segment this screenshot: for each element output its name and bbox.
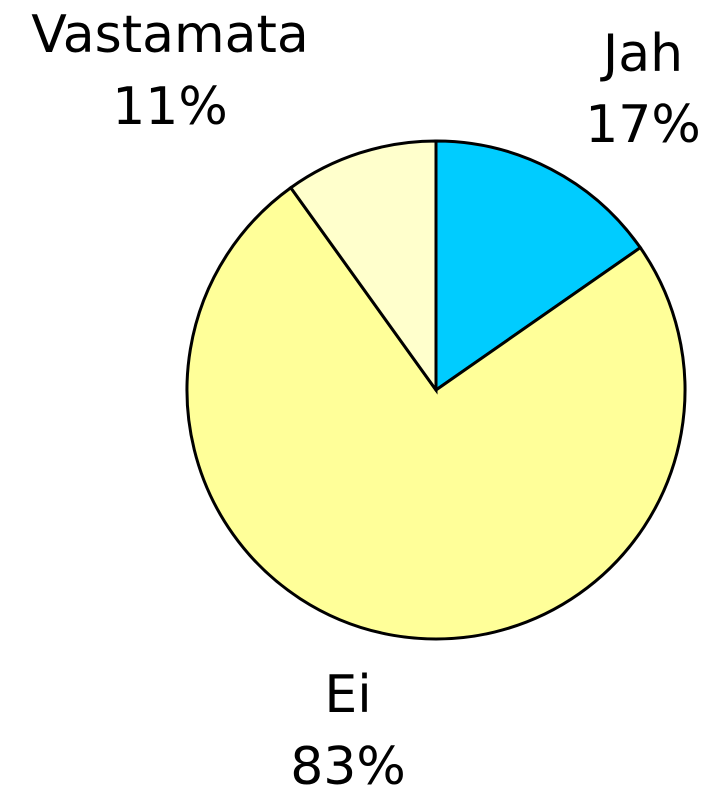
pie-slice: [434, 139, 643, 393]
pie-slice: [185, 185, 687, 641]
slice-value-label: 17%: [585, 95, 701, 155]
slice-value-label: 11%: [112, 77, 228, 137]
slice-label: Vastamata: [31, 5, 309, 65]
pie-slice: [288, 139, 438, 395]
slice-label: Ei: [324, 665, 371, 725]
slice-value-label: 83%: [290, 737, 406, 793]
slice-label: Jah: [600, 24, 683, 84]
